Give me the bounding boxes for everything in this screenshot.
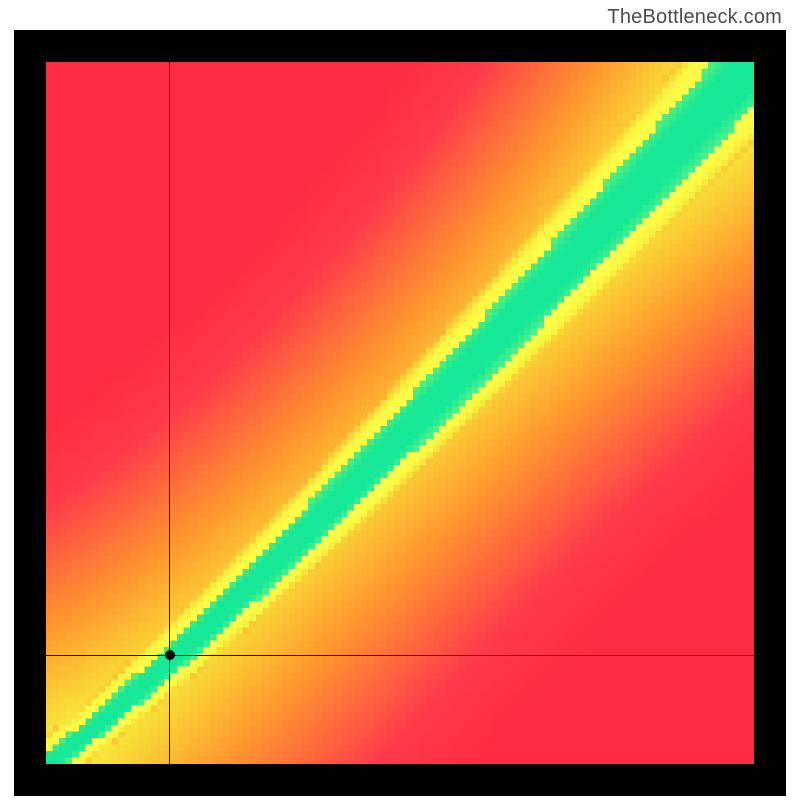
heatmap-plot: [46, 62, 754, 764]
watermark-text: TheBottleneck.com: [607, 6, 782, 29]
crosshair-marker: [165, 650, 175, 660]
frame-right: [754, 30, 786, 796]
frame-left: [14, 30, 46, 796]
frame-bottom: [14, 764, 786, 796]
frame-top: [14, 30, 786, 62]
heatmap-canvas: [46, 62, 754, 764]
crosshair-horizontal: [46, 655, 754, 656]
chart-container: TheBottleneck.com: [0, 0, 800, 800]
